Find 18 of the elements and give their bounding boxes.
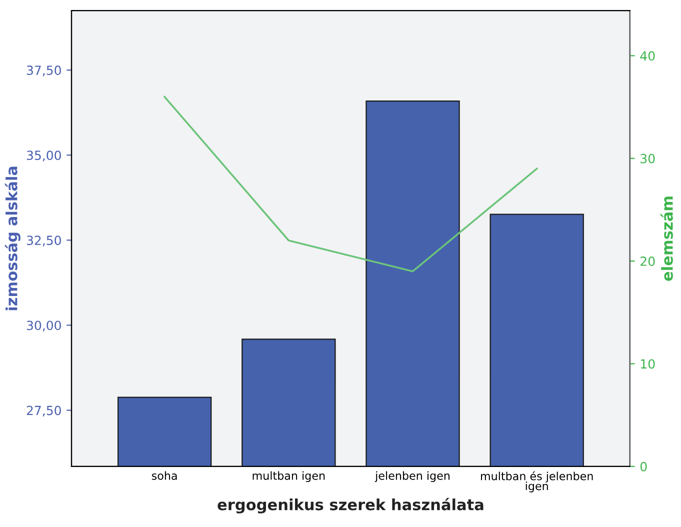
y-tick-label: 32,50 <box>26 236 61 246</box>
x-tick-label: multban és jelenben igen <box>481 471 593 492</box>
x-tick-label: multban igen <box>252 471 325 482</box>
y2-tick-label: 0 <box>640 462 647 472</box>
line-series <box>164 96 538 272</box>
y2-tick-label: 30 <box>640 154 655 164</box>
y2-axis-title: elemszám <box>660 196 673 281</box>
y-tick-label: 30,00 <box>26 320 61 332</box>
x-tick-label: jelenben igen <box>374 471 450 482</box>
y-tick-label: 27,50 <box>26 406 61 416</box>
x-axis-title: ergogenikus szerek használata <box>218 498 484 514</box>
y2-tick-label: 20 <box>640 256 655 266</box>
y2-tick-label: 10 <box>641 359 655 369</box>
y-axis-title: izmosság alskála <box>4 166 20 310</box>
x-tick-label: soha <box>152 471 177 480</box>
y2-tick-label: 40 <box>640 51 655 61</box>
y-tick-label: 35,00 <box>26 150 61 162</box>
y-tick-label: 37,50 <box>26 66 61 76</box>
